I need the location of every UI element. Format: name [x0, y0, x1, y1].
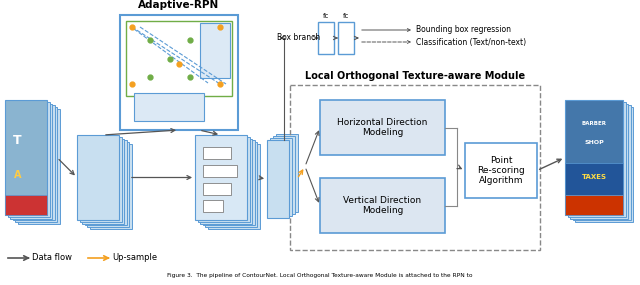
Text: Figure 3.  The pipeline of ContourNet. Local Orthogonal Texture-aware Module is : Figure 3. The pipeline of ContourNet. Lo… [167, 273, 473, 278]
Text: Adaptive-RPN: Adaptive-RPN [138, 0, 220, 10]
Bar [203, 147, 231, 159]
Text: A: A [14, 170, 21, 180]
Bar [195, 135, 247, 220]
Text: fc: fc [323, 13, 329, 19]
Bar [203, 183, 231, 195]
Bar [207, 144, 259, 229]
Bar [15, 107, 57, 222]
Text: fc: fc [343, 13, 349, 19]
Bar [565, 196, 623, 215]
Bar [77, 135, 119, 220]
Text: SHOP: SHOP [584, 140, 604, 145]
Bar [84, 141, 127, 225]
Bar [320, 100, 445, 155]
Bar [10, 104, 52, 219]
Bar [82, 139, 124, 224]
Bar [320, 178, 445, 233]
Bar [270, 138, 292, 216]
Text: Point
Re-scoring
Algorithm: Point Re-scoring Algorithm [477, 156, 525, 186]
Bar [267, 140, 289, 218]
Bar [13, 105, 54, 220]
Bar [318, 22, 334, 54]
Text: Data flow: Data flow [32, 253, 72, 262]
Bar [338, 22, 354, 54]
Bar [568, 102, 625, 217]
Bar [17, 109, 60, 224]
Text: Bounding box regression: Bounding box regression [416, 25, 511, 34]
Bar [120, 15, 238, 130]
Bar [126, 21, 232, 96]
Text: BARBER: BARBER [582, 121, 607, 126]
Bar [565, 100, 623, 215]
Text: Vertical Direction
Modeling: Vertical Direction Modeling [344, 196, 422, 215]
Bar [276, 134, 298, 212]
Bar [79, 137, 122, 222]
Bar [5, 100, 47, 215]
Bar [5, 195, 47, 215]
Bar [465, 143, 537, 198]
Text: Horizontal Direction
Modeling: Horizontal Direction Modeling [337, 118, 428, 137]
Bar [273, 136, 295, 214]
Bar [198, 137, 250, 222]
Bar [565, 163, 623, 196]
Bar [8, 102, 49, 217]
Bar [90, 144, 131, 229]
Bar [200, 23, 230, 78]
Bar [134, 93, 204, 121]
Bar [570, 104, 628, 219]
Bar [203, 165, 237, 177]
Bar [205, 142, 257, 227]
Bar [200, 139, 252, 224]
Bar [87, 142, 129, 227]
Text: Classification (Text/non-text): Classification (Text/non-text) [416, 38, 526, 46]
Text: Box branch: Box branch [277, 34, 320, 42]
Text: TAXES: TAXES [582, 174, 607, 180]
Bar [290, 85, 540, 250]
Bar [203, 200, 223, 212]
Bar [573, 105, 630, 220]
Bar [575, 107, 633, 222]
Bar [202, 141, 255, 225]
Text: Local Orthogonal Texture-aware Module: Local Orthogonal Texture-aware Module [305, 71, 525, 81]
Text: T: T [13, 134, 22, 147]
Text: Up-sample: Up-sample [112, 253, 157, 262]
